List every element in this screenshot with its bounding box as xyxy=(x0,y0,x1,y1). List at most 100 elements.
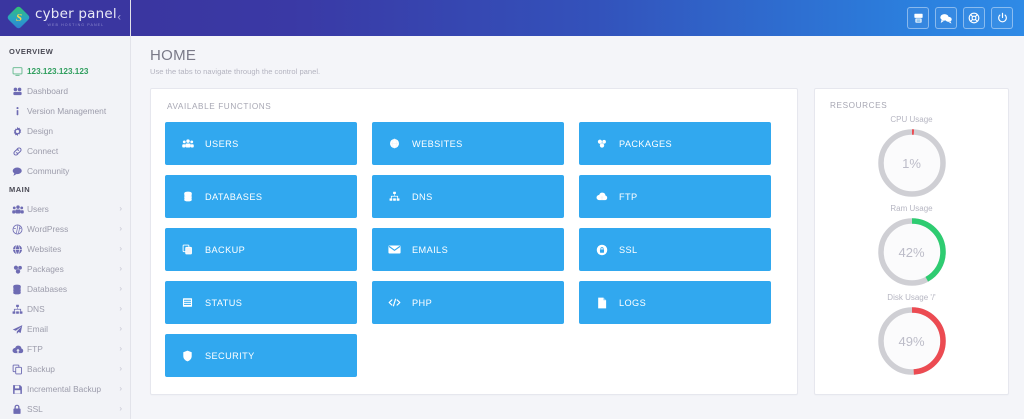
sidebar-item-label: Websites xyxy=(27,244,62,254)
comment-icon xyxy=(12,166,27,177)
function-tile-packages[interactable]: PACKAGES xyxy=(579,122,771,165)
gauge-value: 42% xyxy=(898,244,925,260)
sidebar-item-ftp[interactable]: FTP › xyxy=(0,339,130,359)
sidebar-item-label: Email xyxy=(27,324,48,334)
packages-icon xyxy=(12,264,27,275)
sidebar-section-heading: MAIN xyxy=(9,185,31,194)
sidebar-item-label: Users xyxy=(27,204,49,214)
sidebar-item-label: FTP xyxy=(27,344,43,354)
sitemap-icon xyxy=(12,304,27,315)
function-tile-status[interactable]: STATUS xyxy=(165,281,357,324)
paper-plane-icon xyxy=(12,324,27,335)
sidebar-item-websites[interactable]: Websites › xyxy=(0,239,130,259)
brand-header: S cyber panel WEB HOSTING PANEL ‹ xyxy=(0,0,130,36)
youtube-icon[interactable] xyxy=(907,7,929,29)
function-tile-dns[interactable]: DNS xyxy=(372,175,564,218)
function-tile-ssl[interactable]: SSL xyxy=(579,228,771,271)
sidebar-item-label: Design xyxy=(27,126,54,136)
gauge-value: 49% xyxy=(898,333,925,349)
available-functions-title: AVAILABLE FUNCTIONS xyxy=(167,102,272,111)
sidebar-item-label: Packages xyxy=(27,264,64,274)
copy-icon xyxy=(179,244,196,255)
gauge-value: 1% xyxy=(902,155,921,171)
sidebar-item-incremental-backup[interactable]: Incremental Backup › xyxy=(0,379,130,399)
chevron-left-icon[interactable]: ‹ xyxy=(117,11,121,24)
save-icon xyxy=(12,384,27,395)
sidebar-item-dashboard[interactable]: Dashboard xyxy=(0,81,130,101)
sidebar-item-community[interactable]: Community xyxy=(0,161,130,181)
function-tile-logs[interactable]: LOGS xyxy=(579,281,771,324)
function-tile-ftp[interactable]: FTP xyxy=(579,175,771,218)
envelope-icon xyxy=(386,244,403,255)
chevron-right-icon: › xyxy=(119,284,122,293)
sidebar-item-connect[interactable]: Connect xyxy=(0,141,130,161)
sidebar-item-design[interactable]: Design xyxy=(0,121,130,141)
resources-card: RESOURCES CPU Usage 1% Ram Usage 42% Disk Us… xyxy=(814,88,1009,395)
sidebar-item-label: WordPress xyxy=(27,224,69,234)
sidebar: S cyber panel WEB HOSTING PANEL ‹ OVERVI… xyxy=(0,0,131,419)
main-content: HOME Use the tabs to navigate through th… xyxy=(131,36,1024,419)
sidebar-item-dns[interactable]: DNS › xyxy=(0,299,130,319)
sidebar-section-heading: OVERVIEW xyxy=(9,47,54,56)
chevron-right-icon: › xyxy=(119,204,122,213)
file-icon xyxy=(593,297,610,309)
function-tile-users[interactable]: USERS xyxy=(165,122,357,165)
chat-icon[interactable] xyxy=(935,7,957,29)
cyberpanel-logo-icon: S xyxy=(6,5,31,30)
lifebuoy-icon[interactable] xyxy=(963,7,985,29)
function-tile-backup[interactable]: BACKUP xyxy=(165,228,357,271)
sidebar-item-label: 123.123.123.123 xyxy=(27,66,89,76)
monitor-icon xyxy=(12,66,27,77)
function-tile-php[interactable]: PHP xyxy=(372,281,564,324)
function-tile-emails[interactable]: EMAILS xyxy=(372,228,564,271)
sidebar-item-users[interactable]: Users › xyxy=(0,199,130,219)
resource-gauges: CPU Usage 1% Ram Usage 42% Disk Usage '/' 49% xyxy=(876,110,948,377)
function-tile-security[interactable]: SECURITY xyxy=(165,334,357,377)
gauge-ring: 49% xyxy=(876,305,948,377)
packages-icon xyxy=(593,138,610,149)
brand-title: cyber panel xyxy=(35,6,117,23)
shield-icon xyxy=(179,350,196,362)
sidebar-item-label: Backup xyxy=(27,364,55,374)
gauge-label: Disk Usage '/' xyxy=(887,293,936,302)
lock-icon xyxy=(12,404,27,415)
sidebar-item-label: Version Management xyxy=(27,106,107,116)
chevron-right-icon: › xyxy=(119,404,122,413)
sidebar-item-label: DNS xyxy=(27,304,45,314)
link-icon xyxy=(12,146,27,157)
sidebar-item-ssl[interactable]: SSL › xyxy=(0,399,130,419)
sidebar-item-backup[interactable]: Backup › xyxy=(0,359,130,379)
function-tile-label: LOGS xyxy=(619,297,647,308)
sidebar-item-version-management[interactable]: Version Management xyxy=(0,101,130,121)
power-icon[interactable] xyxy=(991,7,1013,29)
sidebar-nav: OVERVIEW 123.123.123.123 Dashboard Version … xyxy=(0,36,130,419)
function-tile-databases[interactable]: DATABASES xyxy=(165,175,357,218)
sidebar-item-packages[interactable]: Packages › xyxy=(0,259,130,279)
function-tile-websites[interactable]: WEBSITES xyxy=(372,122,564,165)
gauge-ram-usage: Ram Usage 42% xyxy=(876,204,948,288)
lock-circle-icon xyxy=(593,244,610,256)
chevron-right-icon: › xyxy=(119,264,122,273)
gear-icon xyxy=(12,126,27,137)
available-functions-card: AVAILABLE FUNCTIONS USERS WEBSITES PACKAGE… xyxy=(150,88,798,395)
function-tile-label: WEBSITES xyxy=(412,138,463,149)
function-tile-label: SECURITY xyxy=(205,350,255,361)
sidebar-item-email[interactable]: Email › xyxy=(0,319,130,339)
sidebar-item-123-123-123-123[interactable]: 123.123.123.123 xyxy=(0,61,130,81)
function-tile-label: STATUS xyxy=(205,297,243,308)
gauge-ring: 42% xyxy=(876,216,948,288)
globe-icon xyxy=(12,244,27,255)
cloud-upload-icon xyxy=(12,344,27,355)
sidebar-item-label: Databases xyxy=(27,284,68,294)
top-bar-actions xyxy=(907,7,1013,29)
sidebar-item-databases[interactable]: Databases › xyxy=(0,279,130,299)
copy-icon xyxy=(12,364,27,375)
chevron-right-icon: › xyxy=(119,224,122,233)
database-icon xyxy=(179,191,196,202)
function-tile-label: PHP xyxy=(412,297,433,308)
sidebar-item-wordpress[interactable]: WordPress › xyxy=(0,219,130,239)
function-tile-label: USERS xyxy=(205,138,239,149)
info-icon xyxy=(12,106,27,117)
sidebar-item-label: SSL xyxy=(27,404,43,414)
